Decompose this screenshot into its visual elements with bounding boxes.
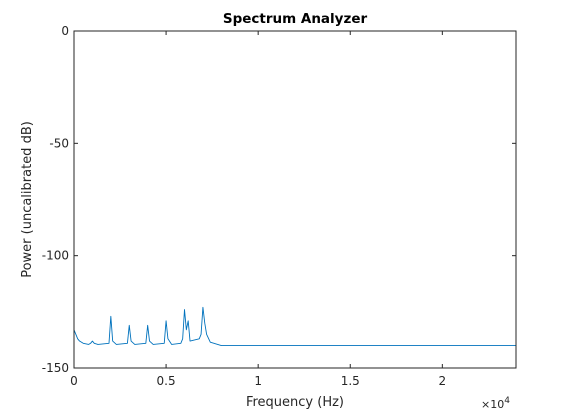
x-tick-label: 1 bbox=[254, 374, 262, 388]
y-tick-label: -150 bbox=[42, 361, 69, 375]
y-tick-label: -100 bbox=[42, 249, 69, 263]
x-exponent: ×104 bbox=[481, 396, 510, 411]
spectrum-series-line bbox=[73, 306, 516, 346]
x-tick-label: 0 bbox=[70, 374, 78, 388]
plot-frame bbox=[73, 30, 517, 369]
x-axis-label: Frequency (Hz) bbox=[246, 395, 344, 410]
y-tick-label: -50 bbox=[49, 136, 69, 150]
x-axis-ticks: 0 0.5 1 1.5 2 bbox=[70, 31, 446, 388]
x-tick-label: 1.5 bbox=[341, 374, 360, 388]
y-axis-ticks: 0 -50 -100 -150 bbox=[42, 24, 516, 375]
x-tick-label: 2 bbox=[439, 374, 447, 388]
y-tick-label: 0 bbox=[61, 24, 69, 38]
series-group bbox=[73, 306, 516, 346]
x-exponent-base: ×10 bbox=[481, 398, 504, 411]
x-tick-label: 0.5 bbox=[157, 374, 176, 388]
y-axis-label: Power (uncalibrated dB) bbox=[20, 121, 35, 278]
chart-title: Spectrum Analyzer bbox=[223, 11, 368, 27]
x-exponent-power: 4 bbox=[504, 396, 510, 406]
plot-area bbox=[74, 31, 516, 368]
